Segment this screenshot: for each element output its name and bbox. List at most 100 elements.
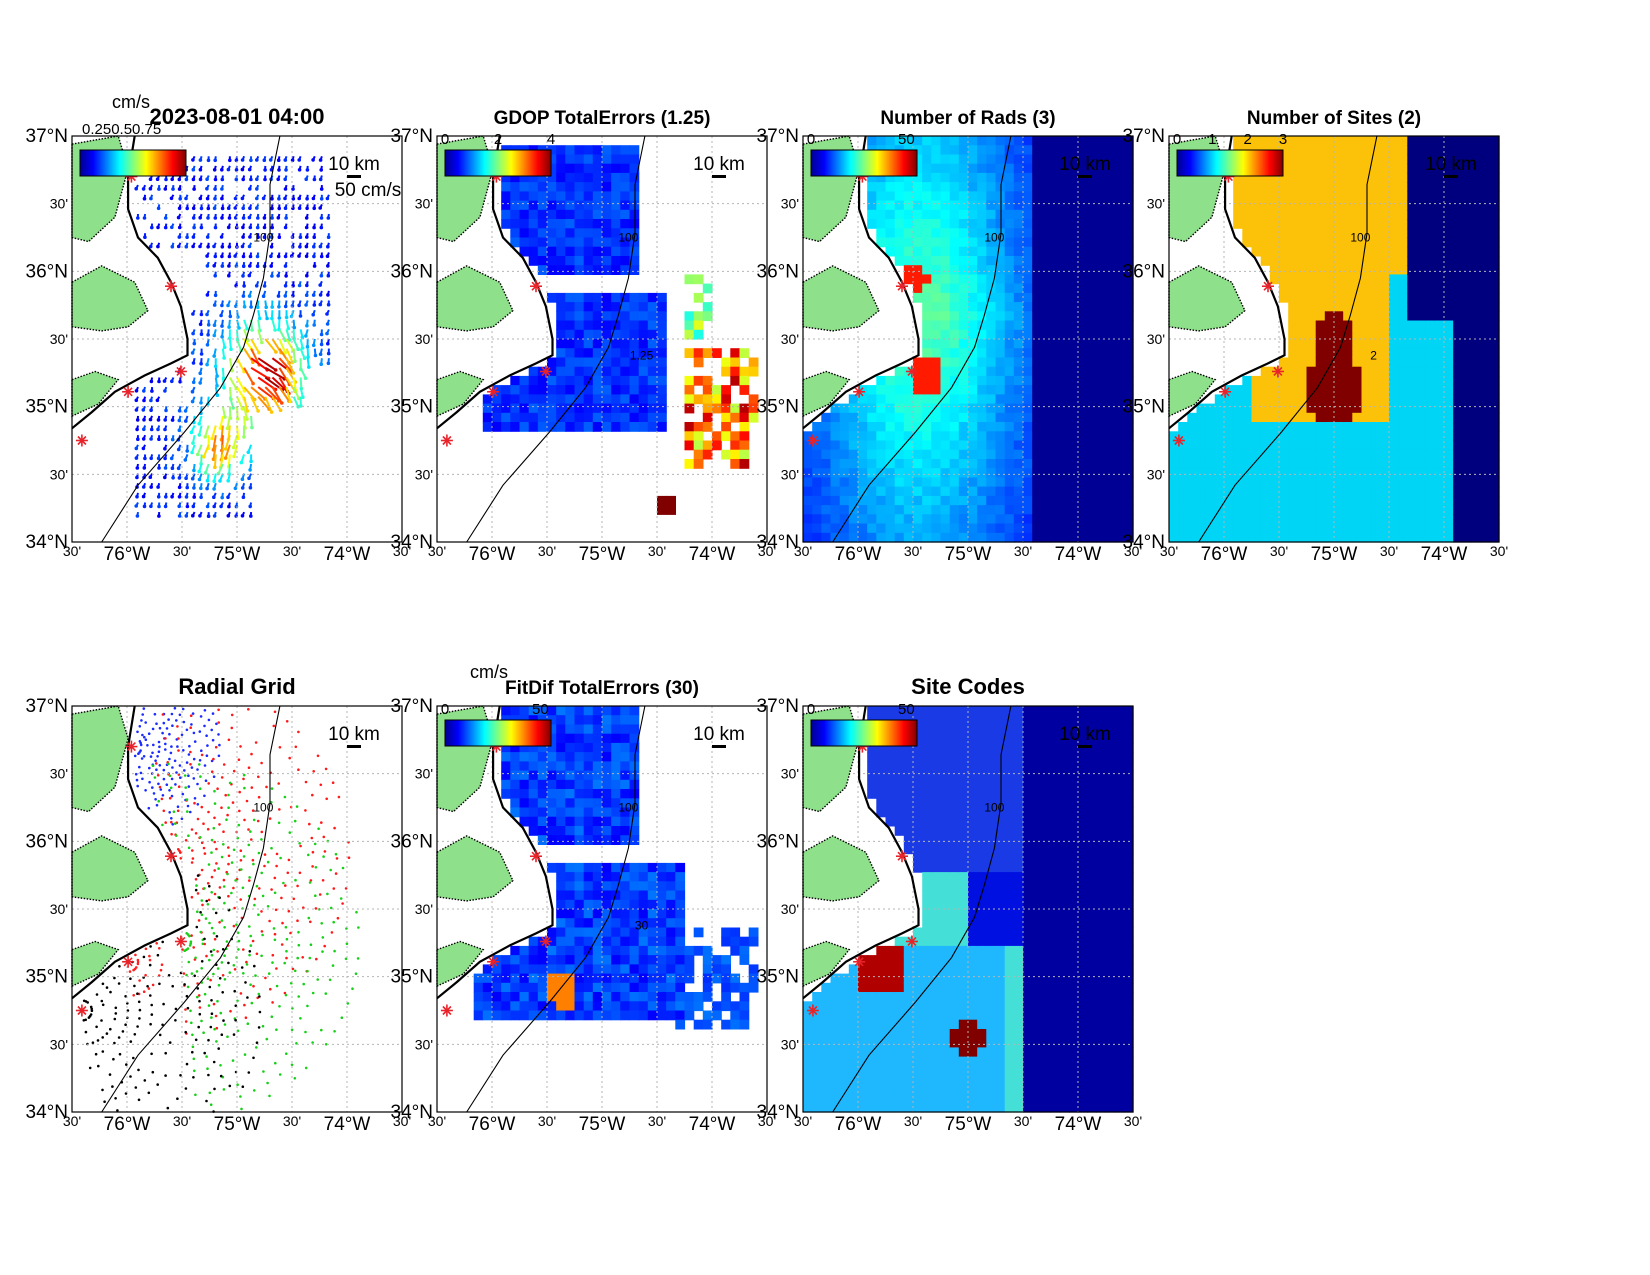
grid-cell bbox=[1251, 532, 1262, 543]
radial-point bbox=[210, 851, 213, 854]
vector-head bbox=[218, 479, 222, 483]
vector-head bbox=[312, 244, 316, 249]
grid-cell bbox=[592, 209, 603, 220]
grid-cell bbox=[693, 375, 704, 386]
grid-cell bbox=[1078, 320, 1088, 331]
grid-cell bbox=[931, 191, 942, 202]
grid-cell bbox=[1050, 449, 1061, 460]
grid-cell bbox=[949, 357, 960, 368]
grid-cell bbox=[1343, 154, 1353, 165]
grid-cell bbox=[547, 209, 557, 220]
radial-point bbox=[141, 713, 144, 716]
grid-cell bbox=[1471, 172, 1482, 183]
grid-cell bbox=[1178, 440, 1188, 451]
grid-cell bbox=[1434, 246, 1445, 257]
vector-head bbox=[142, 427, 146, 432]
grid-cell bbox=[958, 136, 969, 146]
grid-cell bbox=[1123, 256, 1134, 266]
radial-point bbox=[165, 727, 169, 730]
grid-cell bbox=[977, 468, 987, 478]
grid-cell bbox=[1269, 191, 1280, 202]
radial-point bbox=[187, 846, 191, 850]
grid-cell bbox=[1123, 505, 1134, 515]
grid-cell bbox=[1269, 375, 1280, 386]
radial-point bbox=[247, 766, 251, 769]
grid-cell bbox=[958, 219, 969, 229]
grid-cell bbox=[519, 237, 530, 248]
grid-cell bbox=[1407, 422, 1418, 432]
grid-cell bbox=[1041, 154, 1052, 165]
grid-cell bbox=[995, 459, 1006, 469]
vector-head bbox=[312, 254, 316, 259]
radial-point bbox=[149, 755, 153, 758]
grid-cell bbox=[1389, 477, 1399, 488]
radial-point bbox=[223, 926, 226, 929]
grid-cell bbox=[1361, 357, 1372, 368]
grid-cell bbox=[940, 246, 951, 257]
grid-cell bbox=[940, 163, 951, 174]
grid-cell bbox=[1279, 256, 1289, 266]
vector-head bbox=[141, 437, 146, 441]
grid-cell bbox=[721, 431, 731, 442]
grid-cell bbox=[629, 339, 640, 349]
grid-cell bbox=[647, 320, 658, 331]
grid-cell bbox=[1068, 154, 1079, 165]
grid-cell bbox=[1050, 477, 1061, 488]
grid-cell bbox=[1489, 440, 1500, 451]
vector-head bbox=[191, 513, 195, 518]
grid-cell bbox=[1297, 237, 1308, 248]
vector-head bbox=[155, 177, 160, 181]
grid-cell bbox=[1105, 200, 1116, 211]
grid-cell bbox=[821, 431, 832, 442]
grid-cell bbox=[1334, 357, 1344, 368]
vector-head bbox=[164, 177, 168, 182]
grid-cell bbox=[574, 163, 585, 174]
grid-cell bbox=[1041, 256, 1052, 266]
vector-head bbox=[205, 196, 210, 201]
grid-cell bbox=[547, 375, 557, 386]
grid-cell bbox=[1361, 495, 1372, 506]
grid-cell bbox=[1032, 514, 1042, 525]
grid-cell bbox=[1004, 449, 1015, 460]
grid-cell bbox=[1324, 265, 1335, 275]
grid-cell bbox=[693, 357, 704, 368]
grid-cell bbox=[537, 412, 548, 423]
longitude-label: 30' bbox=[1490, 543, 1508, 559]
grid-cell bbox=[1023, 329, 1033, 340]
radial-point bbox=[242, 948, 245, 951]
grid-cell bbox=[647, 366, 658, 377]
grid-cell bbox=[940, 440, 951, 451]
grid-cell bbox=[968, 348, 978, 358]
vector-head bbox=[169, 456, 174, 461]
grid-cell bbox=[1013, 154, 1024, 165]
radial-point bbox=[314, 907, 318, 910]
grid-cell bbox=[903, 375, 914, 386]
grid-cell bbox=[968, 486, 978, 497]
grid-cell bbox=[565, 228, 576, 239]
vector-head bbox=[311, 158, 315, 162]
grid-cell bbox=[1279, 265, 1289, 275]
grid-cell bbox=[1315, 274, 1326, 285]
vector-head bbox=[270, 316, 274, 321]
radial-point bbox=[218, 823, 221, 826]
grid-cell bbox=[1078, 329, 1088, 340]
radial-point bbox=[213, 840, 216, 844]
vector-head bbox=[249, 177, 253, 182]
grid-cell bbox=[1068, 283, 1079, 294]
grid-cell bbox=[547, 191, 557, 202]
grid-cell bbox=[1324, 209, 1335, 220]
grid-cell bbox=[1105, 237, 1116, 248]
vector-head bbox=[157, 466, 161, 470]
grid-cell bbox=[1169, 440, 1179, 451]
grid-cell bbox=[958, 311, 969, 322]
grid-cell bbox=[1444, 514, 1454, 525]
grid-cell bbox=[1123, 311, 1134, 322]
grid-cell bbox=[702, 375, 713, 386]
grid-cell bbox=[1471, 228, 1482, 239]
vector-head bbox=[143, 456, 147, 461]
vector-head bbox=[212, 495, 216, 500]
vector-head bbox=[284, 315, 289, 320]
grid-cell bbox=[1343, 283, 1353, 294]
grid-cell bbox=[1361, 302, 1372, 312]
grid-cell bbox=[1407, 154, 1418, 165]
